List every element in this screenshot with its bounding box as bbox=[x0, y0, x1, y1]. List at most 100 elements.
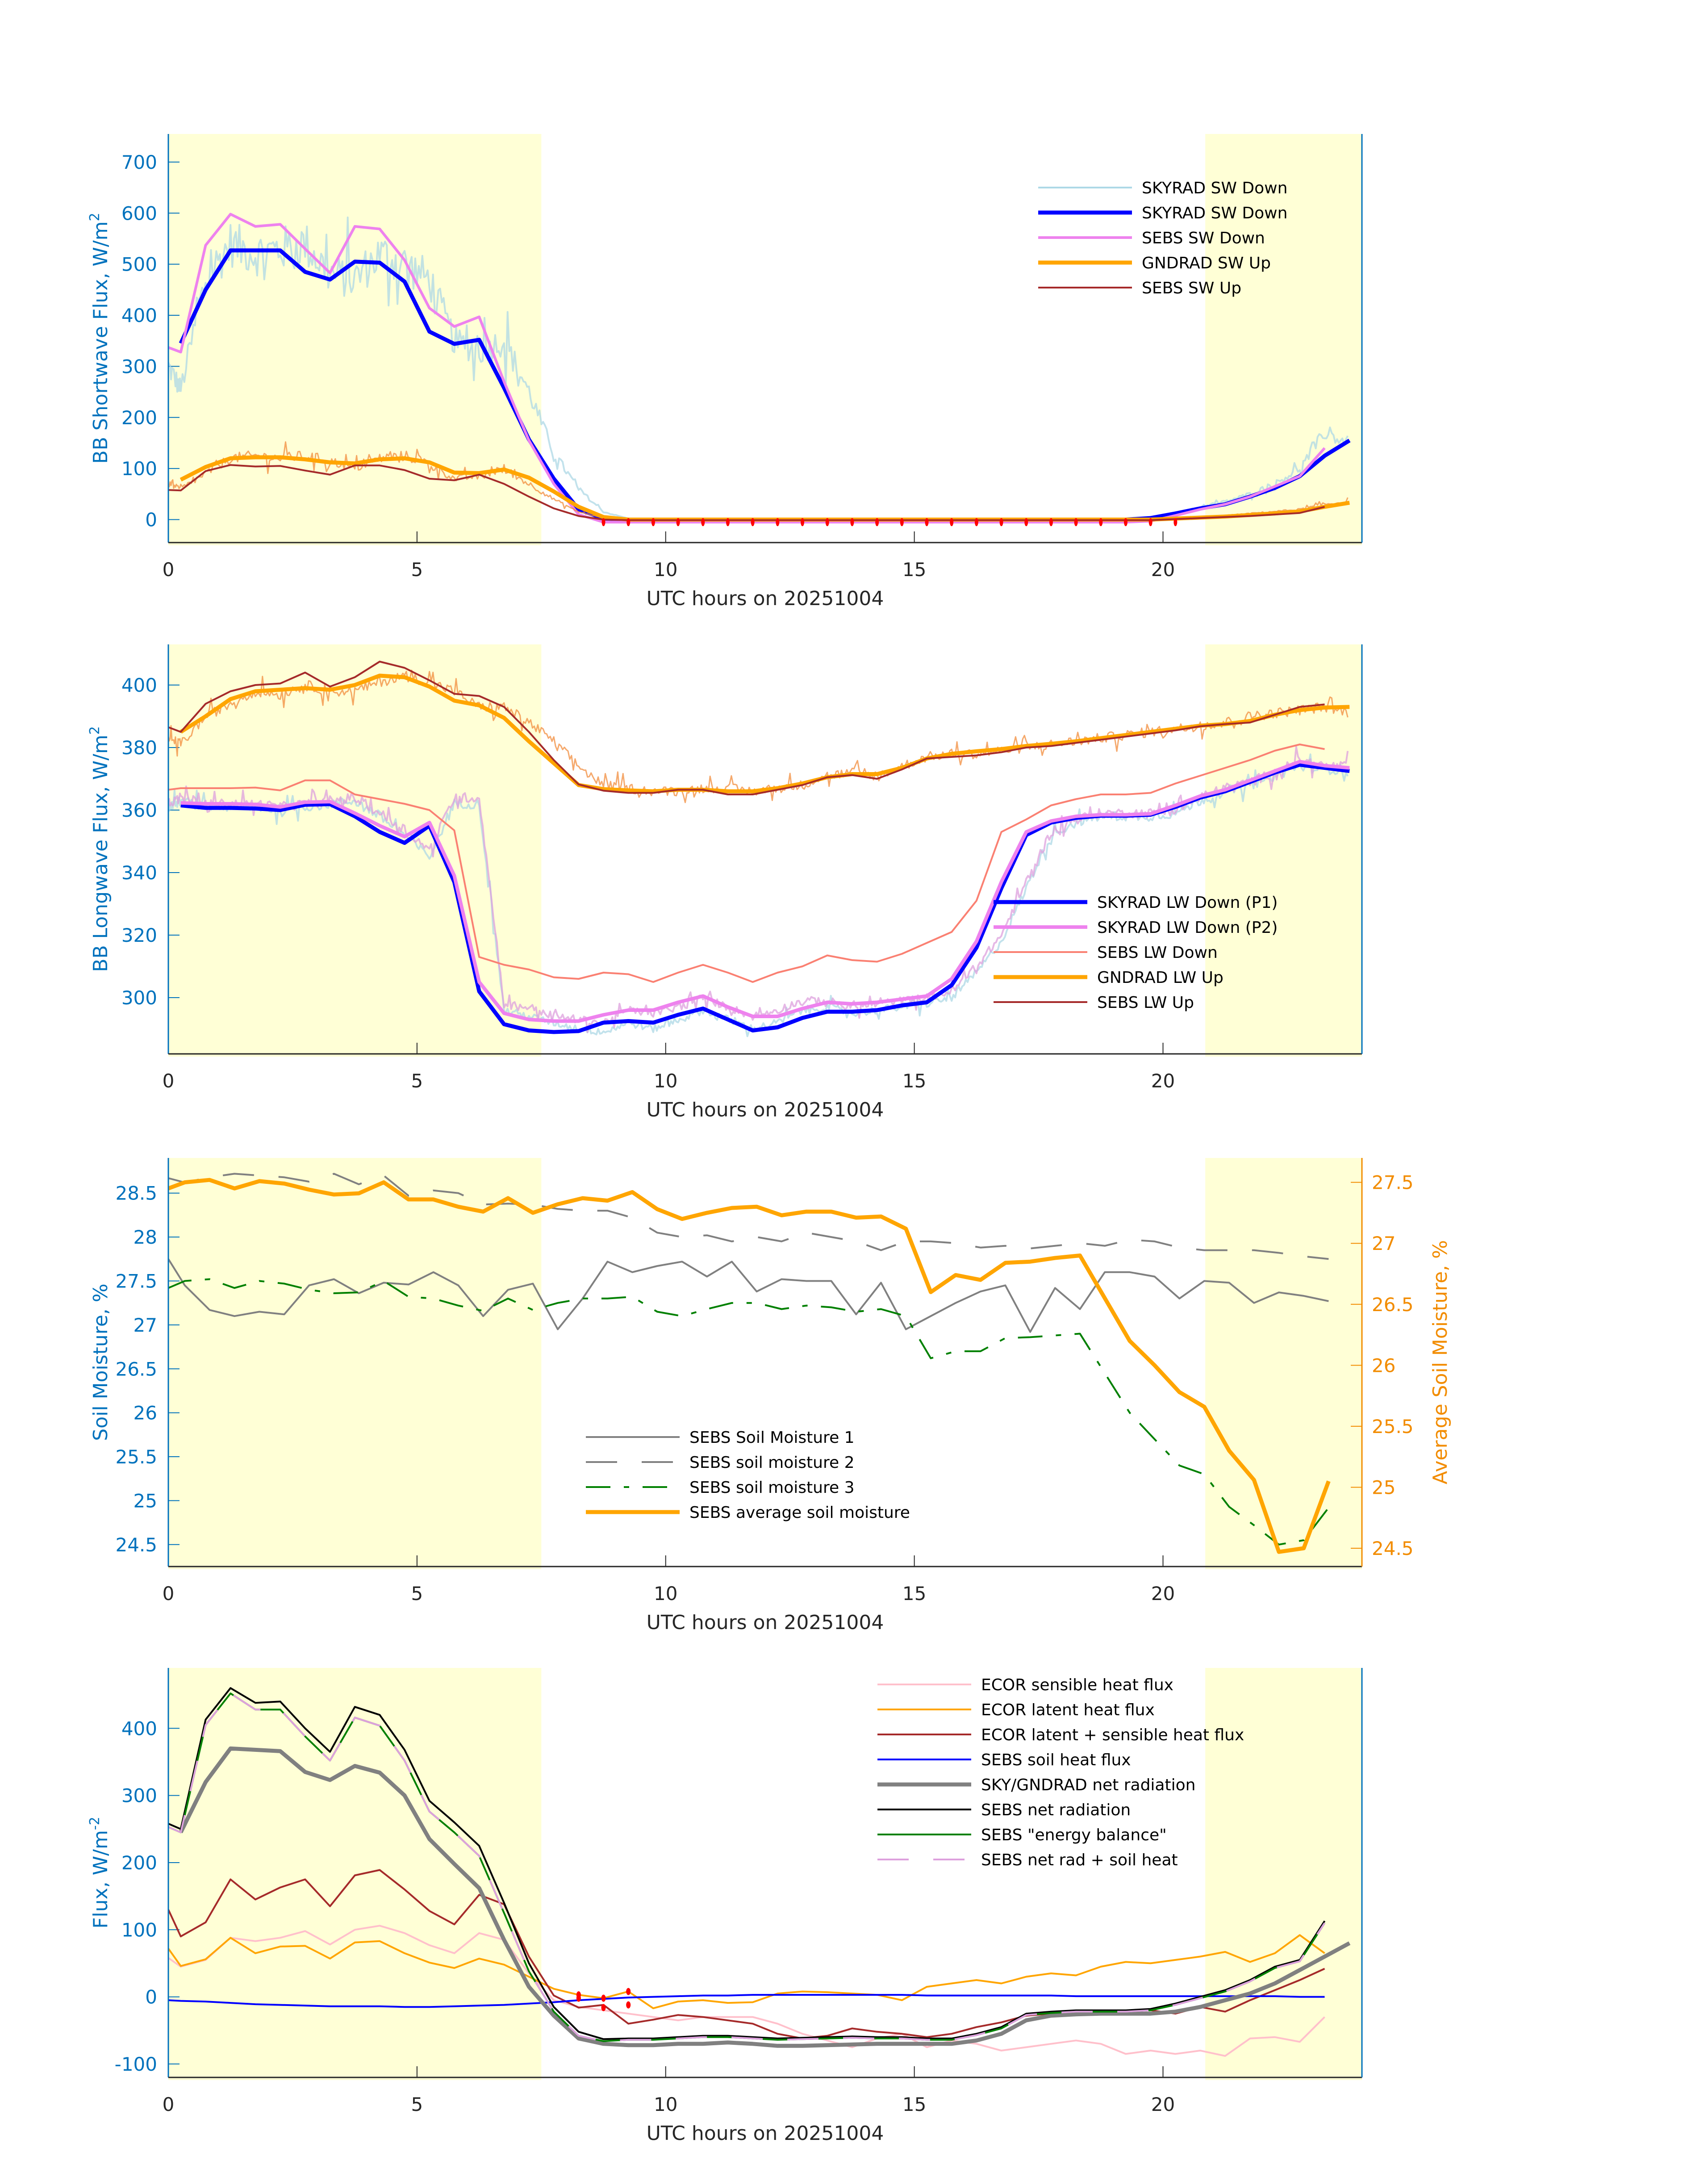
y2-tick-label: 27.5 bbox=[1372, 1172, 1414, 1194]
x-tick-label: 20 bbox=[1151, 2093, 1175, 2115]
legend-label: SEBS soil moisture 3 bbox=[689, 1479, 854, 1497]
night-shading bbox=[1205, 1158, 1362, 1569]
chart-surface_flux: 0 5 10 15 20 UTC hours on 20251004 -100 0 100 200… bbox=[87, 1668, 1363, 2145]
y-axis-label-text: Soil Moisture, % bbox=[89, 1283, 112, 1441]
chart-soil_moisture: 0 5 10 15 20 UTC hours on 20251004 24.5 25 25.5 2… bbox=[89, 1158, 1452, 1634]
y-axis-label: Soil Moisture, % bbox=[89, 1283, 112, 1441]
series-line-gndrad-lw-up bbox=[180, 673, 1350, 794]
flagged-point bbox=[974, 518, 978, 526]
y-axis-label: Flux, W/m-2 bbox=[87, 1817, 112, 1929]
y-tick-label: 360 bbox=[121, 799, 157, 821]
x-tick-label: 20 bbox=[1151, 1070, 1175, 1092]
legend: ECOR sensible heat flux ECOR latent heat … bbox=[877, 1676, 1244, 1869]
y-tick-label: 320 bbox=[121, 924, 157, 946]
y-tick-label: 300 bbox=[121, 355, 157, 377]
series-line-sebs-soil-moisture-2 bbox=[168, 1173, 1329, 1260]
y-tick-label: 400 bbox=[121, 674, 157, 696]
chart-shortwave: 0 5 10 15 20 UTC hours on 20251004 0 100 200 300 4… bbox=[87, 134, 1363, 610]
y-tick-label: 26 bbox=[134, 1402, 157, 1424]
series-line-sebs-sw-down bbox=[168, 213, 1326, 524]
series-line-sebs-net-rad-soil-heat bbox=[168, 1692, 1326, 2042]
flagged-point bbox=[626, 2001, 631, 2009]
series-line-sebs-soil-heat-flux bbox=[168, 1994, 1325, 2008]
x-tick-label: 10 bbox=[654, 1070, 677, 1092]
y-tick-label: 100 bbox=[121, 458, 157, 480]
y-tick-label: 24.5 bbox=[115, 1534, 157, 1556]
legend-label: SEBS LW Up bbox=[1097, 994, 1194, 1012]
legend-label: ECOR latent heat flux bbox=[981, 1701, 1155, 1719]
flagged-point bbox=[776, 518, 780, 526]
series-line-sebs-average-soil-moisture bbox=[168, 1178, 1331, 1554]
y-tick-label: 0 bbox=[145, 1986, 157, 2008]
x-axis-label: UTC hours on 20251004 bbox=[647, 2122, 884, 2145]
flagged-point bbox=[875, 518, 879, 526]
y2-tick-label: 25.5 bbox=[1372, 1416, 1414, 1437]
series-group bbox=[168, 1687, 1351, 2057]
y-axis-label-superscript: -2 bbox=[87, 1817, 103, 1830]
series-group bbox=[168, 660, 1350, 1037]
flagged-point bbox=[825, 518, 829, 526]
x-tick-label: 0 bbox=[163, 1583, 175, 1605]
legend-label: SEBS average soil moisture bbox=[689, 1504, 910, 1522]
flagged-point bbox=[626, 518, 631, 526]
y-axis-label-superscript: 2 bbox=[87, 726, 103, 735]
x-tick-label: 20 bbox=[1151, 559, 1175, 581]
x-tick-label: 15 bbox=[902, 559, 926, 581]
x-axis-label: UTC hours on 20251004 bbox=[647, 1611, 884, 1634]
legend-label: SKYRAD LW Down (P2) bbox=[1097, 919, 1278, 937]
y-tick-label: 28 bbox=[134, 1226, 157, 1248]
legend-label: SEBS SW Down bbox=[1142, 229, 1265, 247]
x-axis-label: UTC hours on 20251004 bbox=[647, 1099, 884, 1121]
night-shading bbox=[1205, 134, 1362, 545]
legend-label: SEBS net radiation bbox=[981, 1801, 1131, 1819]
y-axis-label-text: Flux, W/m bbox=[89, 1830, 112, 1929]
legend-label: SEBS LW Down bbox=[1097, 944, 1218, 962]
series-line-ecor-sensible-heat-flux bbox=[168, 1925, 1325, 2057]
y2-tick-label: 26 bbox=[1372, 1354, 1395, 1376]
flagged-point bbox=[601, 2004, 606, 2011]
series-line-sebs-sw-up bbox=[168, 464, 1325, 521]
y-tick-label: 400 bbox=[121, 305, 157, 326]
flagged-point bbox=[601, 1994, 606, 2002]
legend-label: SKYRAD SW Down bbox=[1142, 204, 1287, 222]
legend-label: SEBS soil heat flux bbox=[981, 1751, 1131, 1769]
x-tick-label: 10 bbox=[654, 559, 677, 581]
night-shading bbox=[1205, 1668, 1362, 2080]
y2-tick-label: 24.5 bbox=[1372, 1538, 1414, 1559]
x-tick-label: 20 bbox=[1151, 1583, 1175, 1605]
flagged-point bbox=[701, 518, 705, 526]
night-shading bbox=[168, 1668, 542, 2080]
x-tick-label: 5 bbox=[411, 1070, 423, 1092]
legend-label: ECOR sensible heat flux bbox=[981, 1676, 1173, 1694]
series-line-ecor-latent-heat-flux bbox=[168, 1934, 1325, 2010]
legend-label: SEBS net rad + soil heat bbox=[981, 1851, 1178, 1869]
legend: SKYRAD LW Down (P1) SKYRAD LW Down (P2) SE… bbox=[994, 894, 1278, 1012]
flagged-point bbox=[626, 1988, 631, 1995]
y-axis-label-text: BB Longwave Flux, W/m bbox=[89, 735, 112, 972]
series-line-sebs-lw-up bbox=[168, 660, 1325, 795]
y-tick-label: 700 bbox=[121, 151, 157, 173]
legend-label: SEBS "energy balance" bbox=[981, 1826, 1167, 1844]
flagged-point bbox=[1049, 518, 1053, 526]
y-tick-label: 380 bbox=[121, 737, 157, 759]
flagged-point bbox=[751, 518, 755, 526]
flagged-point bbox=[1148, 518, 1153, 526]
flagged-point bbox=[576, 1994, 581, 2002]
x-tick-label: 15 bbox=[902, 1070, 926, 1092]
series-line-sebs-net-radiation bbox=[168, 1687, 1326, 2040]
y-tick-label: -100 bbox=[115, 2053, 157, 2075]
y-axis-label-text: BB Shortwave Flux, W/m bbox=[89, 221, 112, 464]
y-tick-label: 200 bbox=[121, 407, 157, 429]
flagged-point bbox=[601, 518, 606, 526]
y-tick-label: 300 bbox=[121, 1785, 157, 1807]
flagged-point bbox=[1024, 518, 1028, 526]
y-tick-label: 500 bbox=[121, 254, 157, 276]
y-tick-label: 27 bbox=[134, 1314, 157, 1336]
x-tick-label: 10 bbox=[654, 1583, 677, 1605]
flagged-point bbox=[999, 518, 1003, 526]
legend-label: SKY/GNDRAD net radiation bbox=[981, 1776, 1195, 1794]
legend-label: SEBS SW Up bbox=[1142, 279, 1241, 297]
flagged-point bbox=[950, 518, 954, 526]
y-tick-label: 25 bbox=[134, 1490, 157, 1512]
